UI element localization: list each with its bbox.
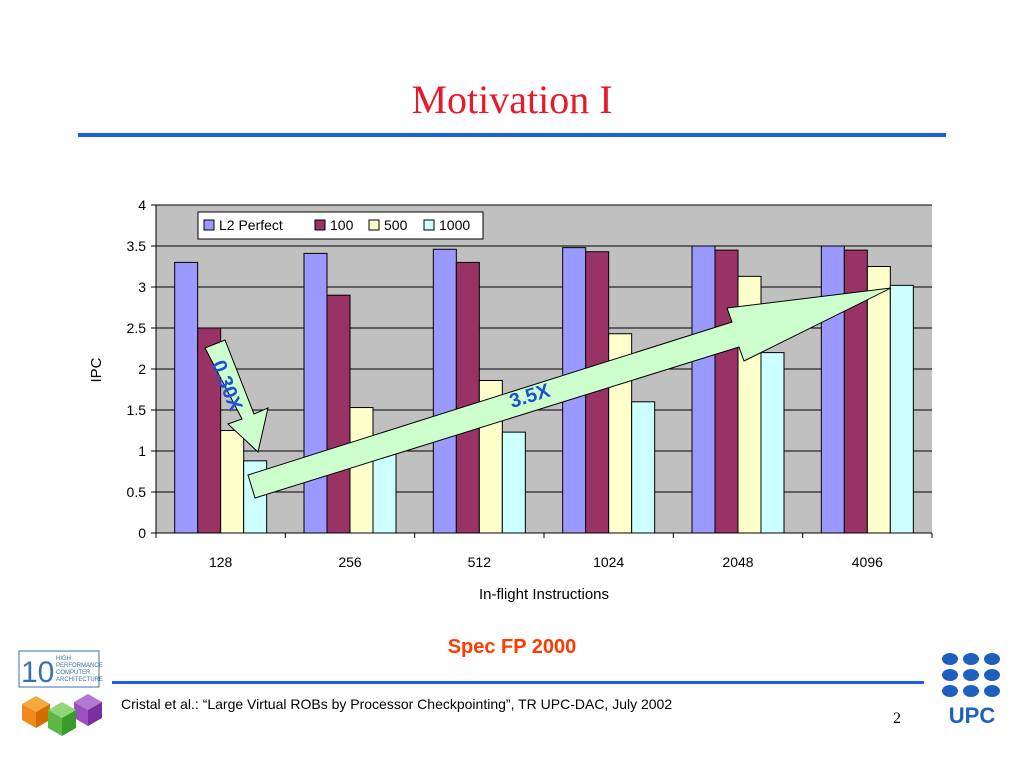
bar — [174, 261, 199, 534]
bar — [631, 401, 656, 534]
chart-subtitle: Spec FP 2000 — [447, 636, 577, 658]
x-tick-labels: 128 256 512 1024 2048 4096 — [155, 533, 933, 570]
svg-text:PERFORMANCE: PERFORMANCE — [56, 663, 103, 669]
bar — [820, 245, 845, 534]
bar — [889, 284, 914, 534]
x-tick-label: 128 — [209, 554, 233, 570]
bar — [866, 266, 891, 534]
bar — [691, 245, 716, 534]
legend-label: L2 Perfect — [219, 217, 283, 233]
annotation-arrow-3-5x — [247, 287, 892, 499]
legend-label: 1000 — [439, 217, 470, 233]
title-divider — [78, 133, 946, 137]
legend: L2 Perfect 100 500 1000 — [197, 211, 484, 240]
page-number: 2 — [893, 710, 901, 727]
bars — [174, 245, 914, 534]
x-tick-label: 512 — [468, 554, 492, 570]
x-axis-label: In-flight Instructions — [479, 586, 609, 603]
legend-swatch — [423, 219, 435, 231]
bar — [303, 252, 328, 534]
svg-text:UPC: UPC — [949, 703, 996, 726]
y-tick-label: 0 — [138, 525, 146, 541]
slide-title: Motivation I — [411, 77, 613, 122]
x-tick-label: 2048 — [722, 554, 753, 570]
y-tick-label: 0.5 — [127, 484, 147, 500]
bar — [760, 352, 785, 534]
legend-box — [197, 211, 484, 240]
svg-text:HIGH: HIGH — [56, 656, 71, 662]
legend-swatch — [368, 219, 380, 231]
annotation-arrow-0-30x — [204, 339, 269, 453]
bar — [326, 294, 351, 534]
gridlines — [151, 204, 932, 534]
bar — [501, 431, 526, 534]
svg-text:ARCHITECTURE: ARCHITECTURE — [56, 677, 103, 683]
y-tick-label: 3 — [138, 279, 146, 295]
y-tick-label: 4 — [138, 197, 146, 213]
x-tick-label: 256 — [338, 554, 362, 570]
y-tick-label: 2 — [138, 361, 146, 377]
legend-swatch — [314, 219, 326, 231]
y-tick-label: 1 — [138, 443, 146, 459]
bar — [372, 450, 397, 534]
citation: Cristal et al.: “Large Virtual ROBs by P… — [121, 696, 673, 712]
bar — [432, 248, 457, 534]
hpca-logo: 10 HIGH PERFORMANCE COMPUTER ARCHITECTUR… — [18, 650, 103, 736]
bar — [455, 261, 480, 534]
x-tick-label: 4096 — [852, 554, 883, 570]
y-tick-label: 2.5 — [127, 320, 147, 336]
svg-text:COMPUTER: COMPUTER — [56, 670, 91, 676]
bar — [349, 407, 374, 534]
legend-swatch — [203, 219, 215, 231]
bar — [220, 430, 245, 534]
y-tick-labels: 0 0.5 1 1.5 2 2.5 3 3.5 4 — [127, 197, 147, 541]
bar — [714, 249, 739, 534]
y-axis-label: IPC — [88, 357, 105, 382]
legend-label: 100 — [330, 217, 354, 233]
legend-label: 500 — [384, 217, 408, 233]
upc-logo: UPC — [942, 653, 1000, 726]
svg-text:10: 10 — [21, 656, 54, 689]
x-tick-label: 1024 — [593, 554, 624, 570]
y-tick-label: 1.5 — [127, 402, 147, 418]
y-tick-label: 3.5 — [127, 238, 147, 254]
footer-divider — [112, 681, 924, 684]
